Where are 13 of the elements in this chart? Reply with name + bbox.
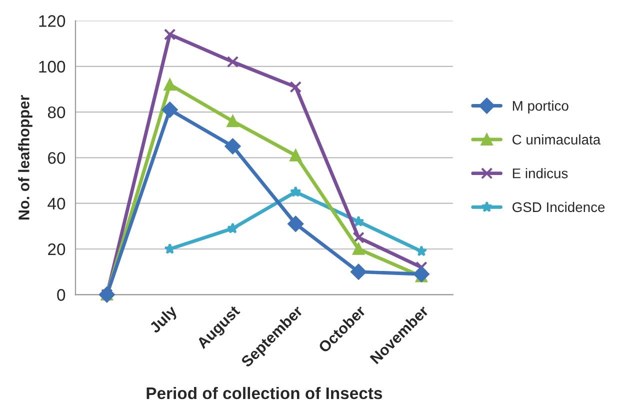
y-axis-title: No. of leafhopper	[18, 95, 32, 220]
legend-label: C unimaculata	[512, 134, 601, 145]
legend-label: GSD Incidence	[512, 202, 605, 212]
x-axis-title: Period of collection of Insects	[146, 386, 382, 400]
legend-label: M portico	[512, 100, 568, 114]
y-tick-label: 80	[48, 106, 66, 118]
y-tick-label: 120	[39, 15, 66, 27]
y-tick-label: 100	[39, 60, 66, 73]
y-tick-label: 40	[48, 198, 66, 210]
y-tick-label: 20	[48, 243, 66, 256]
y-tick-label: 0	[57, 289, 66, 301]
legend-label: E indicus	[512, 168, 568, 178]
y-tick-label: 60	[48, 152, 66, 164]
